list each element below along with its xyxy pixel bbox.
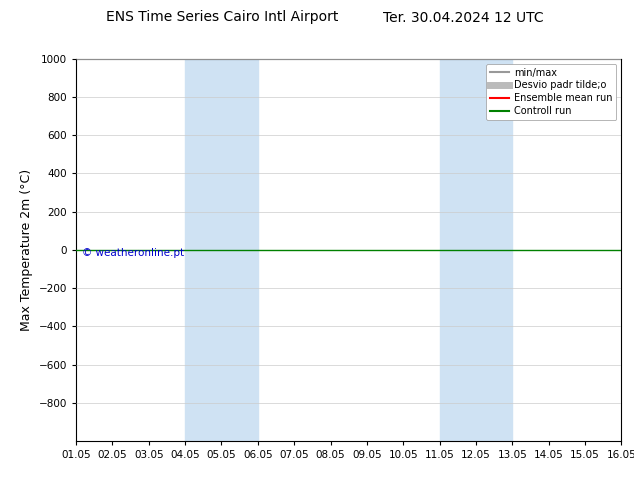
Text: © weatheronline.pt: © weatheronline.pt bbox=[82, 248, 184, 258]
Y-axis label: Max Temperature 2m (°C): Max Temperature 2m (°C) bbox=[20, 169, 33, 331]
Bar bbox=[185, 59, 258, 441]
Bar bbox=[439, 59, 512, 441]
Text: ENS Time Series Cairo Intl Airport: ENS Time Series Cairo Intl Airport bbox=[106, 10, 338, 24]
Legend: min/max, Desvio padr tilde;o, Ensemble mean run, Controll run: min/max, Desvio padr tilde;o, Ensemble m… bbox=[486, 64, 616, 120]
Text: Ter. 30.04.2024 12 UTC: Ter. 30.04.2024 12 UTC bbox=[382, 10, 543, 24]
